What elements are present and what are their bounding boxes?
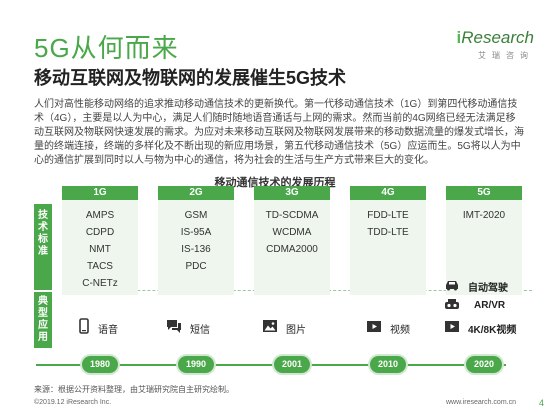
logo-wordmark: Research bbox=[461, 28, 534, 47]
iresearch-logo: iResearch 艾瑞咨询 bbox=[457, 28, 535, 61]
side-label-apps: 典型应用 bbox=[34, 292, 52, 348]
gen-header-3g: 3G bbox=[254, 186, 330, 200]
intro-paragraph: 人们对高性能移动网络的追求推动移动通信技术的更新换代。第一代移动通信技术（1G）… bbox=[34, 99, 524, 166]
app-label-3g: 图片 bbox=[286, 325, 306, 336]
image-icon bbox=[263, 320, 277, 332]
gen-column-5g bbox=[446, 200, 522, 295]
tech-item: GSM bbox=[184, 210, 208, 221]
tech-item: TACS bbox=[87, 261, 113, 272]
tech-item: AMPS bbox=[85, 210, 115, 221]
tech-item: IMT-2020 bbox=[462, 210, 506, 221]
year-marker: 1980 bbox=[82, 356, 118, 373]
tech-item: TD-SCDMA bbox=[265, 210, 319, 221]
gen-column-3g bbox=[254, 200, 330, 295]
video-icon bbox=[367, 321, 381, 332]
app-label-5g-video: 4K/8K视频 bbox=[468, 325, 517, 336]
year-marker: 2020 bbox=[466, 356, 502, 373]
gen-column-4g bbox=[350, 200, 426, 295]
app-label-1g: 语音 bbox=[98, 325, 118, 336]
copyright: ©2019.12 iResearch Inc. bbox=[34, 399, 112, 406]
year-marker: 2001 bbox=[274, 356, 310, 373]
tech-item: PDC bbox=[185, 261, 207, 272]
tech-item: IS-95A bbox=[180, 227, 212, 238]
timeline-line bbox=[36, 364, 506, 366]
side-label-apps-text: 典型应用 bbox=[38, 296, 48, 343]
app-label-4g: 视频 bbox=[390, 325, 410, 336]
website: www.iresearch.com.cn bbox=[445, 399, 516, 406]
page-subtitle: 移动互联网及物联网的发展催生5G技术 bbox=[34, 68, 347, 88]
side-label-tech-text: 技术标准 bbox=[38, 210, 48, 257]
side-label-tech: 技术标准 bbox=[34, 204, 52, 290]
chat-icon bbox=[167, 320, 181, 333]
logo-i: i bbox=[456, 28, 462, 47]
video-icon bbox=[445, 321, 459, 332]
year-marker: 2010 bbox=[370, 356, 406, 373]
gen-header-4g: 4G bbox=[350, 186, 426, 200]
tech-item: CDMA2000 bbox=[266, 244, 318, 255]
tech-item: CDPD bbox=[85, 227, 115, 238]
app-label-2g: 短信 bbox=[190, 325, 210, 336]
logo-chinese: 艾瑞咨询 bbox=[478, 51, 534, 60]
tech-item: WCDMA bbox=[272, 227, 312, 238]
app-label-5g-arvr: AR/VR bbox=[474, 300, 506, 311]
mobile-phone-icon bbox=[79, 318, 89, 334]
app-label-5g-driving: 自动驾驶 bbox=[468, 283, 508, 294]
gen-header-2g: 2G bbox=[158, 186, 234, 200]
page-number: 4 bbox=[538, 398, 544, 408]
car-icon bbox=[446, 281, 458, 291]
tech-item: C-NETz bbox=[82, 278, 118, 289]
source-note: 来源：根据公开资料整理，由艾瑞研究院自主研究绘制。 bbox=[34, 385, 234, 394]
year-marker: 1990 bbox=[178, 356, 214, 373]
tech-item: NMT bbox=[89, 244, 111, 255]
tech-item: TDD-LTE bbox=[367, 227, 409, 238]
gen-column-2g bbox=[158, 200, 234, 295]
tech-item: FDD-LTE bbox=[367, 210, 409, 221]
gen-column-1g bbox=[62, 200, 138, 295]
gen-header-1g: 1G bbox=[62, 186, 138, 200]
vr-headset-icon bbox=[445, 299, 459, 309]
tech-item: IS-136 bbox=[181, 244, 211, 255]
gen-header-5g: 5G bbox=[446, 186, 522, 200]
page-title: 5G从何而来 bbox=[34, 33, 179, 63]
